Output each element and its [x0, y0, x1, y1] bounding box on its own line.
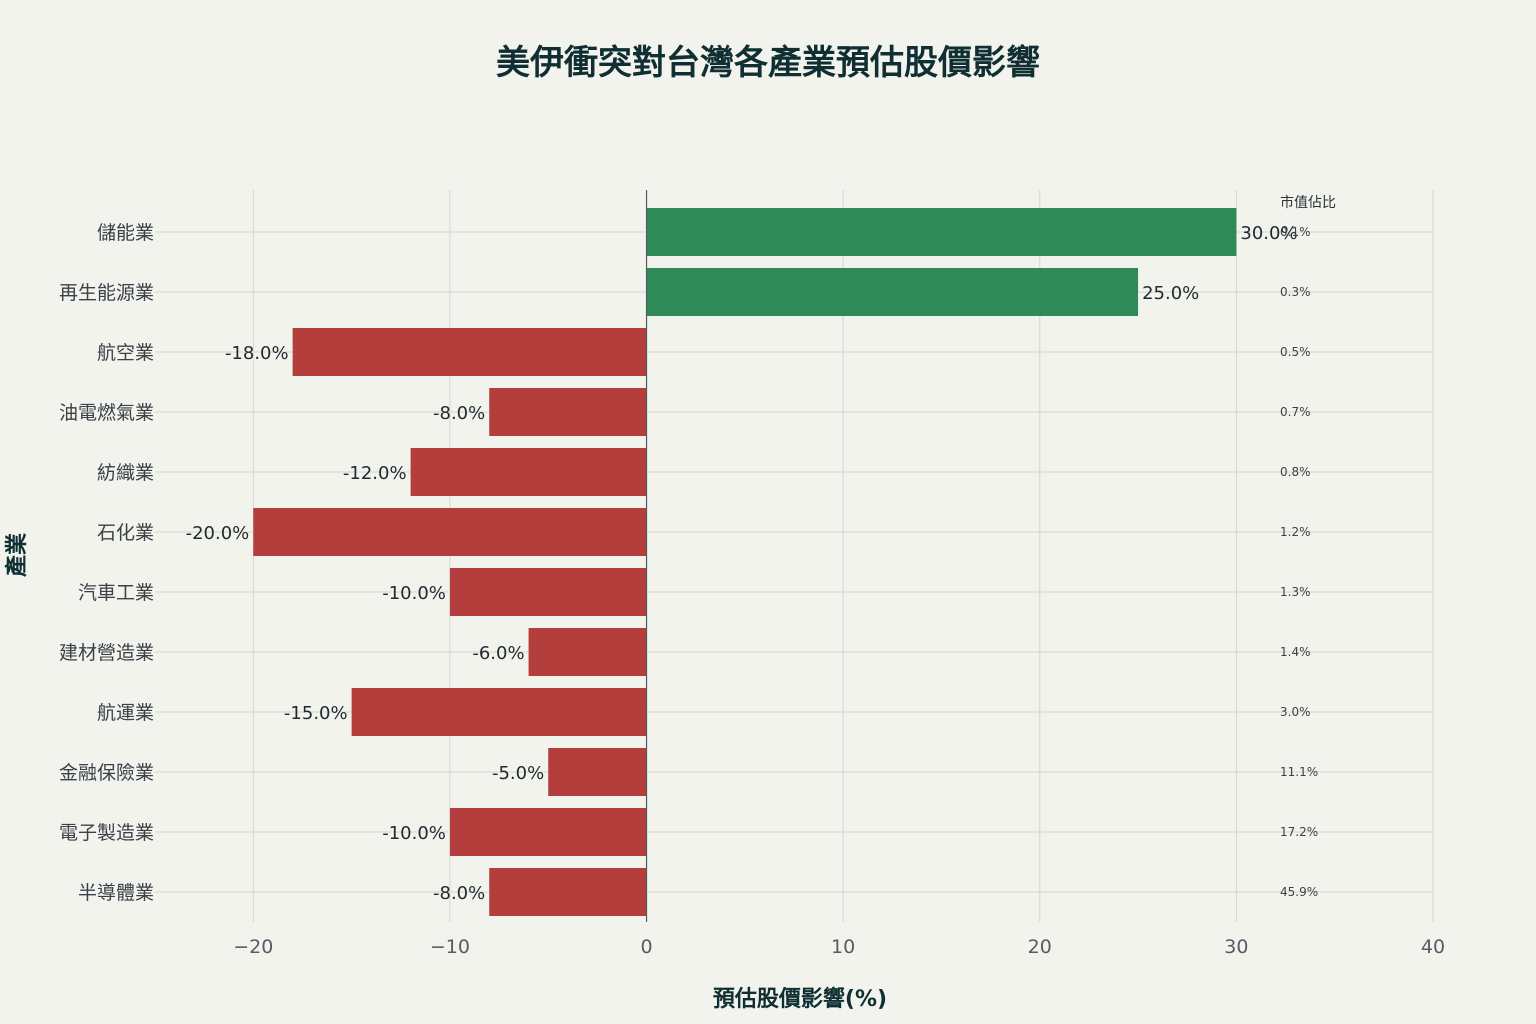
y-tick-label-5: 石化業 [97, 522, 154, 544]
market-share-label-8: 3.0% [1280, 705, 1311, 719]
market-share-label-0: 0.1% [1280, 225, 1311, 239]
bar-value-label-0: 30.0% [1240, 223, 1297, 244]
x-axis-title: 預估股價影響(%) [713, 986, 887, 1012]
market-share-label-4: 0.8% [1280, 465, 1311, 479]
bars [253, 208, 1237, 916]
bar-value-label-8: -15.0% [284, 703, 348, 724]
market-share-labels: 0.1% 0.3% 0.5% 0.7% 0.8% 1.2% 1.3% 1.4% 3.0% 11.1… [1280, 225, 1318, 899]
bar-value-label-4: -12.0% [343, 463, 407, 484]
y-tick-label-10: 電子製造業 [59, 822, 154, 844]
chart-title: 美伊衝突對台灣各產業預估股價影響 [496, 43, 1040, 83]
bar-2 [292, 328, 647, 376]
bar-4 [410, 448, 647, 496]
bar-value-label-5: -20.0% [186, 523, 250, 544]
market-share-label-3: 0.7% [1280, 405, 1311, 419]
bar-1 [646, 268, 1139, 316]
bar-3 [489, 388, 647, 436]
y-tick-label-0: 儲能業 [97, 222, 154, 244]
y-tick-label-2: 航空業 [97, 342, 154, 364]
x-tick-label-6: 40 [1421, 936, 1445, 958]
grid-lines [155, 190, 1434, 922]
bar-8 [351, 688, 647, 736]
bar-7 [528, 628, 647, 676]
x-tick-label-5: 30 [1224, 936, 1248, 958]
market-share-label-7: 1.4% [1280, 645, 1311, 659]
y-tick-label-9: 金融保險業 [59, 762, 154, 784]
market-share-label-11: 45.9% [1280, 885, 1318, 899]
y-axis-title: 產業 [4, 532, 30, 577]
market-share-label-10: 17.2% [1280, 825, 1318, 839]
bar-value-label-7: -6.0% [472, 643, 524, 664]
bar-value-label-10: -10.0% [382, 823, 446, 844]
bar-value-label-11: -8.0% [433, 883, 485, 904]
x-tick-label-0: −20 [233, 936, 273, 958]
market-share-label-5: 1.2% [1280, 525, 1311, 539]
y-tick-label-11: 半導體業 [78, 882, 154, 904]
x-tick-label-3: 10 [831, 936, 855, 958]
market-share-label-2: 0.5% [1280, 345, 1311, 359]
y-tick-label-7: 建材營造業 [59, 642, 154, 664]
bar-value-label-9: -5.0% [492, 763, 544, 784]
y-tick-label-6: 汽車工業 [78, 582, 154, 604]
bar-value-label-2: -18.0% [225, 343, 289, 364]
market-share-label-6: 1.3% [1280, 585, 1311, 599]
bar-0 [646, 208, 1237, 256]
market-share-label-1: 0.3% [1280, 285, 1311, 299]
x-tick-label-2: 0 [640, 936, 652, 958]
bar-labels: 30.0% 25.0% -18.0% -8.0% -12.0% -20.0% -10.0% -… [186, 223, 1298, 904]
bar-10 [449, 808, 647, 856]
bar-9 [548, 748, 647, 796]
y-tick-label-4: 紡織業 [97, 462, 154, 484]
y-tick-label-1: 再生能源業 [59, 282, 154, 304]
y-tick-labels: 儲能業再生能源業航空業油電燃氣業紡織業石化業汽車工業建材營造業航運業金融保險業電… [59, 222, 154, 904]
x-tick-labels: −20 −10 0 10 20 30 40 [233, 936, 1445, 958]
y-tick-label-8: 航運業 [97, 702, 154, 724]
x-tick-label-1: −10 [430, 936, 470, 958]
market-share-header: 市值佔比 [1280, 194, 1336, 211]
bar-value-label-1: 25.0% [1142, 283, 1199, 304]
y-tick-label-3: 油電燃氣業 [59, 402, 154, 424]
bar-5 [253, 508, 647, 556]
bar-6 [449, 568, 647, 616]
market-share-label-9: 11.1% [1280, 765, 1318, 779]
x-tick-label-4: 20 [1028, 936, 1052, 958]
bar-value-label-6: -10.0% [382, 583, 446, 604]
bar-11 [489, 868, 647, 916]
bar-value-label-3: -8.0% [433, 403, 485, 424]
